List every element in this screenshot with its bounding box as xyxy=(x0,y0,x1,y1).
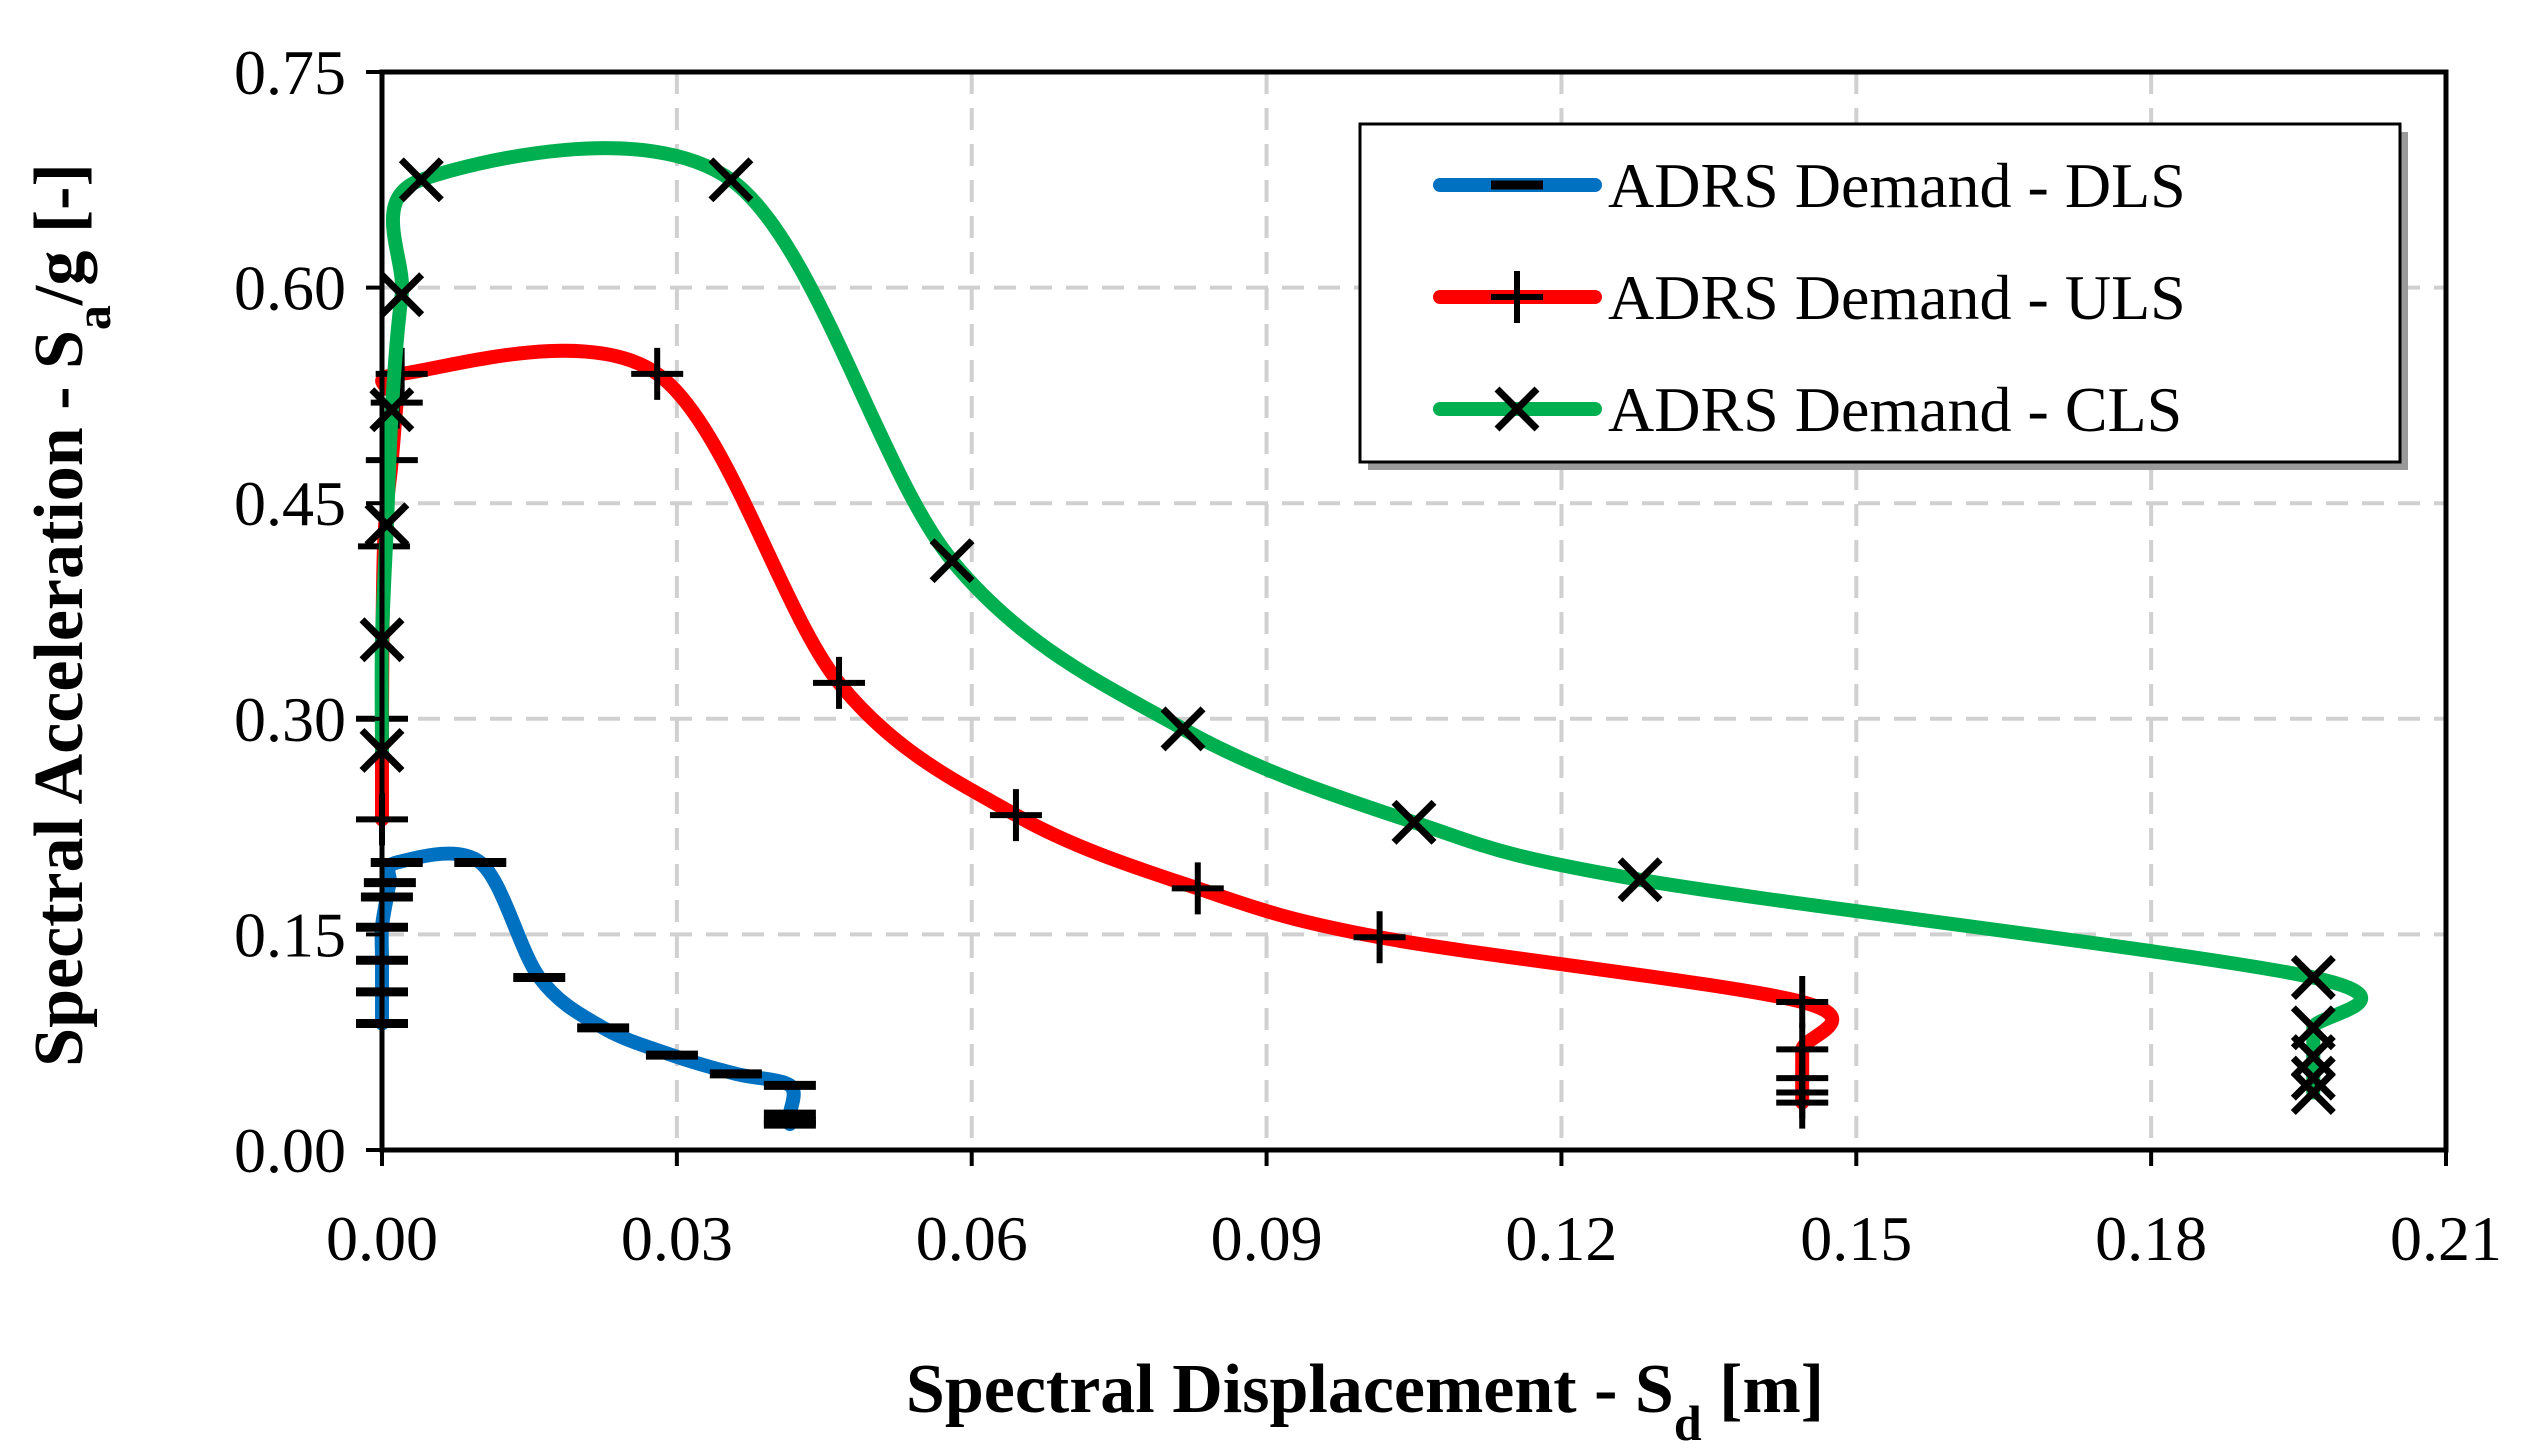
plot-frame xyxy=(379,69,2449,1153)
legend-label-adrs-demand-uls: ADRS Demand - ULS xyxy=(1608,262,2186,333)
legend-marker-adrs-demand-cls xyxy=(1494,386,1540,432)
ticks-layer: 0.00 0.03 0.06 0.09 0.12 0.15 0.18 0.21 0.00 0.15… xyxy=(234,37,2502,1274)
x-axis-title: Spectral Displacement - Sd [m] xyxy=(906,1351,1824,1445)
x-tick-label-7: 0.21 xyxy=(2390,1203,2502,1274)
marker-adrs-demand-cls-9-d2 xyxy=(1391,799,1437,845)
marker-adrs-demand-cls-14-d2 xyxy=(2290,1055,2336,1101)
x-axis-title-tail: [m] xyxy=(1702,1351,1824,1428)
marker-adrs-demand-cls-13-d2 xyxy=(2290,1034,2336,1080)
marker-adrs-demand-cls-8-d2 xyxy=(1160,706,1206,752)
marker-adrs-demand-uls-6 xyxy=(631,347,684,400)
x-tick-label-6: 0.18 xyxy=(2095,1203,2207,1274)
marker-adrs-demand-cls-4 xyxy=(379,272,425,318)
marker-adrs-demand-cls-13 xyxy=(2290,1034,2336,1080)
legend-items: ADRS Demand - DLS ADRS Demand - ULS ADRS D… xyxy=(1433,150,2186,445)
y-tick-label-2: 0.30 xyxy=(234,684,346,755)
marker-adrs-demand-uls-10 xyxy=(1353,911,1406,964)
series-line-adrs-demand-dls xyxy=(374,846,801,1132)
marker-adrs-demand-cls-4-d2 xyxy=(379,272,425,318)
x-tick-label-2: 0.06 xyxy=(916,1203,1028,1274)
marker-adrs-demand-cls-15-d2 xyxy=(2290,1070,2336,1115)
legend-marker-adrs-demand-uls xyxy=(1491,271,1543,323)
marker-adrs-demand-cls-6-d2 xyxy=(708,157,754,203)
legend-marker-adrs-demand-cls-d2 xyxy=(1494,386,1540,432)
x-tick-label-5: 0.15 xyxy=(1800,1203,1912,1274)
y-tick-label-3: 0.45 xyxy=(234,468,346,539)
y-axis-title-tail: /g [-] xyxy=(21,163,98,306)
marker-adrs-demand-cls-14 xyxy=(2290,1055,2336,1101)
x-tick-label-4: 0.12 xyxy=(1505,1203,1617,1274)
axes-layer xyxy=(379,69,2449,1153)
marker-adrs-demand-cls-5-d2 xyxy=(398,157,444,203)
legend: ADRS Demand - DLS ADRS Demand - ULS ADRS D… xyxy=(1358,122,2408,470)
y-tick-label-5: 0.75 xyxy=(234,37,346,108)
marker-adrs-demand-uls-8 xyxy=(989,789,1042,842)
legend-label-adrs-demand-dls: ADRS Demand - DLS xyxy=(1608,150,2186,221)
marker-adrs-demand-cls-9 xyxy=(1391,799,1437,845)
marker-adrs-demand-uls-7 xyxy=(813,656,866,709)
y-axis-title-sub: a xyxy=(65,305,121,330)
marker-adrs-demand-cls-7 xyxy=(929,538,975,584)
x-tick-label-1: 0.03 xyxy=(621,1203,733,1274)
y-tick-label-4: 0.60 xyxy=(234,253,346,324)
x-axis-title-main: Spectral Displacement - S xyxy=(906,1351,1674,1428)
grid-layer xyxy=(382,72,2446,1150)
marker-adrs-demand-uls-11 xyxy=(1776,975,1829,1028)
x-tick-label-3: 0.09 xyxy=(1211,1203,1323,1274)
marker-adrs-demand-cls-11 xyxy=(2290,955,2336,1000)
marker-adrs-demand-cls-5 xyxy=(398,157,444,203)
marker-adrs-demand-cls-3 xyxy=(369,387,415,433)
marker-adrs-demand-cls-2-d2 xyxy=(364,502,410,548)
series-line-adrs-demand-cls xyxy=(374,141,2369,1100)
marker-adrs-demand-cls-7-d2 xyxy=(929,538,975,584)
y-axis-title-main: Spectral Acceleration - S xyxy=(21,330,98,1067)
y-tick-label-0: 0.00 xyxy=(234,1115,346,1186)
legend-label-adrs-demand-cls: ADRS Demand - CLS xyxy=(1608,374,2182,445)
marker-adrs-demand-cls-10-d2 xyxy=(1617,857,1663,903)
marker-adrs-demand-cls-3-d2 xyxy=(369,387,415,433)
marker-adrs-demand-uls-9 xyxy=(1171,862,1224,915)
marker-adrs-demand-cls-15 xyxy=(2290,1070,2336,1115)
x-tick-label-0: 0.00 xyxy=(326,1203,438,1274)
marker-adrs-demand-cls-10 xyxy=(1617,857,1663,903)
y-axis-title: Spectral Acceleration - Sa/g [-] xyxy=(21,163,121,1067)
x-axis-title-sub: d xyxy=(1674,1395,1702,1445)
marker-adrs-demand-cls-8 xyxy=(1160,706,1206,752)
marker-adrs-demand-cls-11-d2 xyxy=(2290,955,2336,1000)
marker-adrs-demand-uls-15 xyxy=(1776,1076,1829,1129)
marker-adrs-demand-cls-2 xyxy=(364,502,410,548)
marker-adrs-demand-cls-6 xyxy=(708,157,754,203)
y-tick-label-1: 0.15 xyxy=(234,899,346,970)
